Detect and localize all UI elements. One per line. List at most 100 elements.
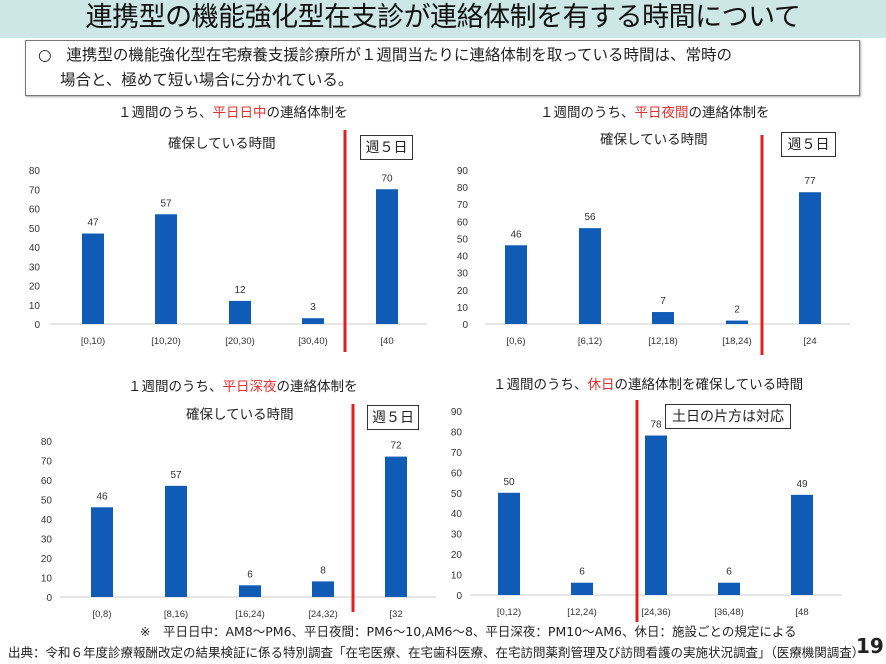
x-tick-label: [24 (803, 336, 816, 347)
x-tick-label: [40 (380, 336, 393, 347)
data-label: 46 (96, 491, 108, 502)
chart-3-annotation: 週５日 (367, 405, 419, 430)
summary-box: ○ 連携型の機能強化型在宅療養支援診療所が１週間当たりに連絡体制を取っている時間… (25, 40, 860, 96)
y-tick-label: 20 (29, 282, 41, 293)
bar (312, 581, 334, 597)
x-tick-label: [20,30) (225, 336, 255, 347)
y-tick-label: 30 (41, 535, 53, 546)
chart-1-title: １週間のうち、平日日中の連絡体制を (118, 105, 348, 121)
y-tick-label: 50 (29, 224, 41, 235)
y-tick-label: 60 (457, 217, 469, 228)
data-label: 6 (579, 567, 585, 578)
x-tick-label: [6,12) (578, 336, 602, 347)
y-tick-label: 0 (34, 320, 40, 331)
data-label: 57 (160, 198, 172, 209)
y-tick-label: 0 (462, 320, 468, 331)
y-tick-label: 40 (457, 252, 469, 263)
data-label: 57 (170, 470, 182, 481)
data-label: 78 (650, 420, 662, 431)
y-tick-label: 10 (41, 574, 53, 585)
page-title: 連携型の機能強化型在支診が連絡体制を有する時間について (0, 0, 886, 38)
y-tick-label: 80 (457, 183, 469, 194)
data-label: 2 (734, 305, 740, 316)
x-tick-label: [16,24) (235, 609, 265, 620)
data-label: 12 (234, 285, 246, 296)
data-label: 77 (804, 176, 816, 187)
x-tick-label: [36,48) (714, 607, 744, 618)
summary-line-2: 場合と、極めて短い場合に分かれている。 (60, 71, 354, 89)
y-tick-label: 50 (41, 496, 53, 507)
bar (498, 492, 520, 595)
x-tick-label: [30,40) (298, 336, 328, 347)
y-tick-label: 40 (451, 509, 463, 520)
y-tick-label: 70 (41, 457, 53, 468)
bullet-icon: ○ (38, 46, 52, 64)
y-tick-label: 0 (46, 593, 52, 604)
x-tick-label: [24,32) (308, 609, 338, 620)
chart-2-annotation: 週５日 (781, 132, 836, 157)
chart-1-annotation: 週５日 (360, 135, 413, 160)
bar (726, 320, 748, 324)
chart-3-title: １週間のうち、平日深夜の連絡体制を (128, 379, 358, 395)
y-tick-label: 90 (451, 407, 463, 418)
data-label: 49 (796, 479, 808, 490)
bar (645, 435, 667, 595)
data-label: 6 (247, 569, 253, 580)
bar (385, 456, 407, 597)
y-tick-label: 80 (41, 437, 53, 448)
data-label: 3 (310, 302, 316, 313)
y-tick-label: 80 (29, 166, 41, 177)
x-tick-label: [12,24) (567, 607, 597, 618)
chart-2-title: １週間のうち、平日夜間の連絡体制を (540, 105, 770, 121)
y-tick-label: 10 (29, 301, 41, 312)
y-tick-label: 70 (457, 200, 469, 211)
data-label: 6 (726, 567, 732, 578)
data-label: 70 (381, 173, 393, 184)
chart-2-title-line2: 確保している時間 (600, 132, 708, 148)
y-tick-label: 50 (457, 234, 469, 245)
bar (239, 585, 261, 597)
y-tick-label: 40 (29, 243, 41, 254)
bar (82, 233, 104, 324)
bar (302, 318, 324, 324)
bar (165, 485, 187, 597)
x-tick-label: [0,12) (497, 607, 521, 618)
data-label: 50 (503, 477, 515, 488)
source-citation: 出典：令和６年度診療報酬改定の結果検証に係る特別調査「在宅医療、在宅歯科医療、在… (8, 645, 865, 660)
data-label: 72 (390, 441, 402, 452)
y-tick-label: 20 (451, 550, 463, 561)
y-tick-label: 10 (451, 571, 463, 582)
y-tick-label: 60 (451, 468, 463, 479)
y-tick-label: 40 (41, 515, 53, 526)
x-tick-label: [0,10) (81, 336, 105, 347)
y-tick-label: 30 (457, 269, 469, 280)
summary-line-1: 連携型の機能強化型在宅療養支援診療所が１週間当たりに連絡体制を取っている時間は、… (66, 46, 733, 64)
y-tick-label: 10 (457, 303, 469, 314)
x-tick-label: [24,36) (641, 607, 671, 618)
y-tick-label: 60 (41, 476, 53, 487)
y-tick-label: 70 (451, 448, 463, 459)
x-tick-label: [8,16) (164, 609, 188, 620)
y-tick-label: 50 (451, 489, 463, 500)
y-tick-label: 20 (457, 286, 469, 297)
bar (91, 507, 113, 597)
data-label: 8 (320, 565, 326, 576)
y-tick-label: 20 (41, 554, 53, 565)
y-tick-label: 60 (29, 205, 41, 216)
x-tick-label: [32 (389, 609, 402, 620)
bar (652, 312, 674, 324)
data-label: 56 (584, 212, 596, 223)
bar (579, 228, 601, 324)
page-number: 19 (856, 634, 884, 658)
bar (799, 192, 821, 324)
chart-4-annotation: 土日の片方は対応 (665, 404, 791, 429)
y-tick-label: 70 (29, 185, 41, 196)
x-tick-label: [10,20) (151, 336, 181, 347)
data-label: 47 (87, 218, 99, 229)
bar (505, 245, 527, 324)
data-label: 7 (660, 296, 666, 307)
y-tick-label: 90 (457, 166, 469, 177)
x-tick-label: [18,24) (722, 336, 752, 347)
x-tick-label: [48 (795, 607, 808, 618)
